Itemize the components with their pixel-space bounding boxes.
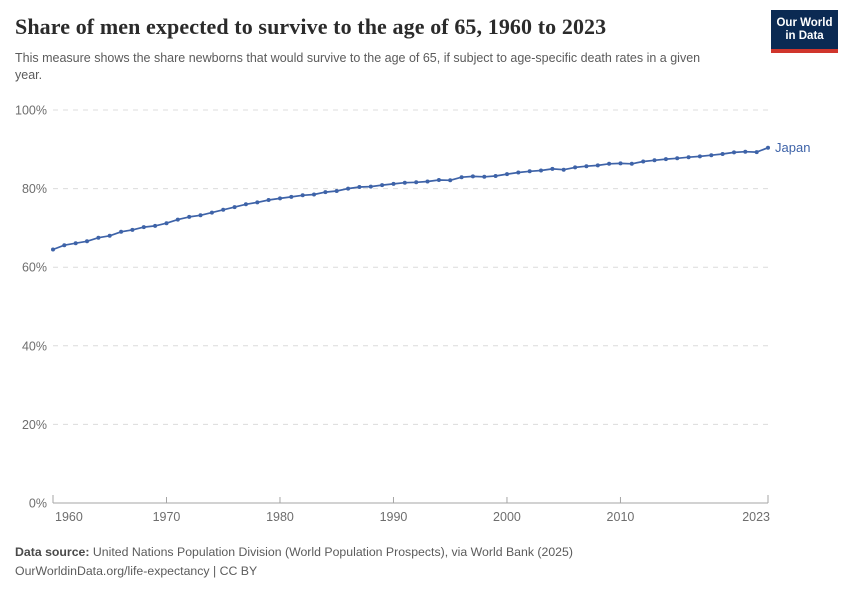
- data-point-1992[interactable]: [414, 180, 419, 185]
- data-point-1980[interactable]: [278, 196, 282, 201]
- data-point-2007[interactable]: [584, 164, 589, 169]
- data-point-1977[interactable]: [243, 202, 248, 207]
- data-point-1963[interactable]: [85, 239, 89, 244]
- data-point-1970[interactable]: [164, 221, 169, 226]
- data-point-2011[interactable]: [629, 161, 634, 166]
- data-point-1965[interactable]: [107, 233, 112, 238]
- x-axis-label-1960: 1960: [55, 510, 83, 524]
- data-point-1979[interactable]: [266, 198, 271, 202]
- data-point-1984[interactable]: [323, 190, 328, 195]
- data-point-2010[interactable]: [618, 161, 623, 166]
- data-point-2012[interactable]: [641, 159, 646, 164]
- data-point-1985[interactable]: [334, 189, 339, 193]
- data-point-2000[interactable]: [505, 172, 509, 177]
- x-axis-label-1970: 1970: [153, 510, 181, 524]
- data-point-1997[interactable]: [470, 174, 475, 179]
- data-point-1986[interactable]: [346, 186, 351, 191]
- data-point-1964[interactable]: [96, 235, 101, 240]
- x-axis-label-2010: 2010: [607, 510, 635, 524]
- data-point-1960[interactable]: [51, 247, 55, 252]
- y-axis-label-20: 20%: [22, 418, 47, 432]
- data-point-1975[interactable]: [221, 207, 226, 212]
- data-point-1991[interactable]: [402, 180, 407, 185]
- y-axis-label-60: 60%: [22, 261, 47, 275]
- data-point-1998[interactable]: [482, 174, 487, 179]
- series-label-japan[interactable]: Japan: [775, 140, 810, 155]
- data-point-1993[interactable]: [425, 179, 430, 184]
- owid-logo-line2: in Data: [785, 29, 824, 42]
- data-point-1981[interactable]: [289, 194, 294, 199]
- data-point-1988[interactable]: [368, 184, 373, 189]
- data-point-1976[interactable]: [232, 205, 237, 210]
- data-point-2006[interactable]: [573, 165, 578, 170]
- y-axis-label-0: 0%: [29, 497, 47, 511]
- data-point-2022[interactable]: [754, 150, 759, 155]
- data-point-2005[interactable]: [561, 167, 566, 172]
- data-point-1967[interactable]: [130, 227, 135, 232]
- data-point-2016[interactable]: [686, 155, 691, 160]
- data-source-text: United Nations Population Division (Worl…: [89, 545, 573, 559]
- data-point-1969[interactable]: [153, 223, 158, 228]
- data-point-1996[interactable]: [459, 175, 464, 180]
- data-source-line: Data source: United Nations Population D…: [15, 543, 573, 562]
- data-point-2017[interactable]: [697, 154, 702, 159]
- data-point-1973[interactable]: [198, 213, 203, 218]
- data-point-1968[interactable]: [141, 225, 146, 230]
- data-point-1974[interactable]: [209, 210, 214, 215]
- data-point-1999[interactable]: [493, 174, 498, 178]
- data-point-1961[interactable]: [62, 243, 67, 248]
- chart-subtitle: This measure shows the share newborns th…: [15, 51, 701, 82]
- data-point-1983[interactable]: [312, 192, 316, 197]
- x-axis-label-1980: 1980: [266, 510, 294, 524]
- data-point-1978[interactable]: [255, 200, 260, 205]
- data-point-2020[interactable]: [732, 150, 736, 155]
- series-line-japan[interactable]: [52, 146, 769, 251]
- data-point-1995[interactable]: [448, 178, 453, 183]
- x-axis-label-1990: 1990: [380, 510, 408, 524]
- data-point-2015[interactable]: [675, 156, 680, 161]
- chart-title: Share of men expected to survive to the …: [15, 14, 607, 39]
- license-line: OurWorldinData.org/life-expectancy | CC …: [15, 564, 258, 578]
- data-point-2023[interactable]: [766, 145, 770, 150]
- y-axis-label-40: 40%: [22, 339, 47, 353]
- data-point-2002[interactable]: [527, 169, 532, 174]
- data-point-1987[interactable]: [357, 185, 362, 189]
- data-point-1972[interactable]: [187, 214, 192, 219]
- y-axis-label-80: 80%: [22, 182, 47, 196]
- data-point-2021[interactable]: [743, 149, 748, 154]
- chart-footer: Data source: United Nations Population D…: [15, 543, 573, 581]
- data-point-2019[interactable]: [720, 152, 725, 156]
- data-point-1989[interactable]: [380, 183, 385, 188]
- owid-logo-line1: Our World: [776, 16, 833, 29]
- data-point-1990[interactable]: [391, 181, 396, 186]
- y-axis-label-100: 100%: [15, 104, 47, 118]
- data-point-1971[interactable]: [175, 217, 180, 222]
- data-point-1966[interactable]: [119, 229, 124, 234]
- data-point-1962[interactable]: [73, 241, 78, 246]
- data-point-2008[interactable]: [595, 163, 600, 168]
- data-point-2013[interactable]: [652, 158, 657, 163]
- owid-logo: Our World in Data: [771, 10, 838, 53]
- data-point-2014[interactable]: [663, 157, 668, 162]
- data-point-2018[interactable]: [709, 153, 714, 158]
- data-source-label: Data source:: [15, 545, 90, 559]
- data-point-1994[interactable]: [436, 178, 441, 182]
- data-point-1982[interactable]: [300, 193, 305, 198]
- data-point-2003[interactable]: [539, 168, 543, 173]
- x-axis-label-2000: 2000: [493, 510, 521, 524]
- data-point-2009[interactable]: [607, 161, 612, 166]
- data-point-2001[interactable]: [516, 170, 521, 175]
- data-point-2004[interactable]: [550, 166, 555, 171]
- x-axis-label-2023: 2023: [742, 510, 770, 524]
